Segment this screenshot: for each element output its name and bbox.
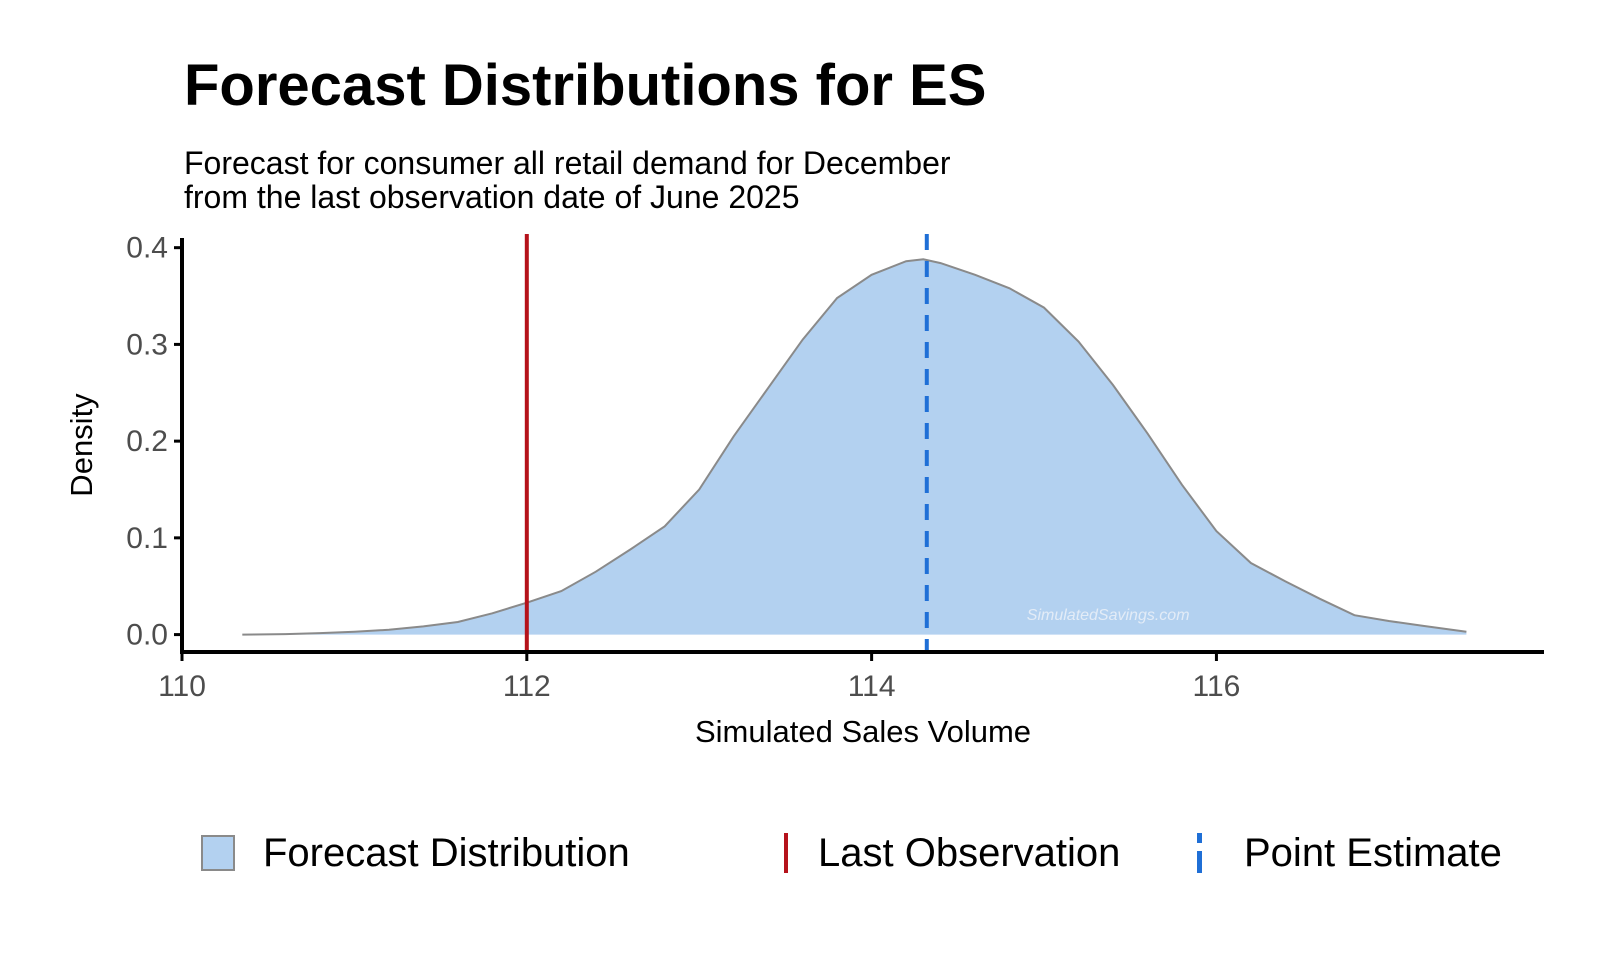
x-tick-label: 116 [1193,670,1241,703]
x-tick-label: 112 [503,670,551,703]
watermark: SimulatedSavings.com [1027,607,1190,624]
y-tick-label: 0.4 [126,232,168,265]
chart-subtitle: Forecast for consumer all retail demand … [184,146,1184,214]
axes: 0.0 0.1 0.2 0.3 0.4 110 112 114 116 [126,232,1544,703]
series-layer [242,258,1467,636]
legend-key-last-observation [784,833,788,873]
chart-title: Forecast Distributions for ES [184,53,987,118]
y-tick-label: 0.3 [126,328,168,361]
legend-label-last-observation: Last Observation [818,830,1121,875]
x-tick-label: 110 [158,670,206,703]
subtitle-line-2: from the last observation date of June 2… [184,179,800,215]
reference-lines [524,234,929,652]
y-tick-label: 0.2 [126,425,168,458]
density-area [242,259,1467,635]
y-axis-title: Density [64,393,99,497]
legend-item-last-observation: Last Observation [770,818,1120,888]
legend-item-point-estimate: Point Estimate [1183,818,1502,888]
legend-label-forecast-distribution: Forecast Distribution [263,830,630,875]
x-tick-label: 114 [848,670,896,703]
density-outline [242,258,1467,636]
legend-key-forecast-distribution [201,835,235,871]
density-plot: SimulatedSavings.com 0.0 0.1 0.2 0.3 0.4 110 1… [64,232,1544,749]
legend-label-point-estimate: Point Estimate [1244,830,1502,875]
y-tick-label: 0.1 [126,522,168,555]
subtitle-line-1: Forecast for consumer all retail demand … [184,145,951,181]
legend: Forecast Distribution Last Observation P… [0,818,1600,888]
legend-item-forecast-distribution: Forecast Distribution [201,818,630,888]
y-tick-label: 0.0 [126,619,168,652]
legend-key-point-estimate [1197,833,1202,873]
x-axis-title: Simulated Sales Volume [695,714,1031,749]
